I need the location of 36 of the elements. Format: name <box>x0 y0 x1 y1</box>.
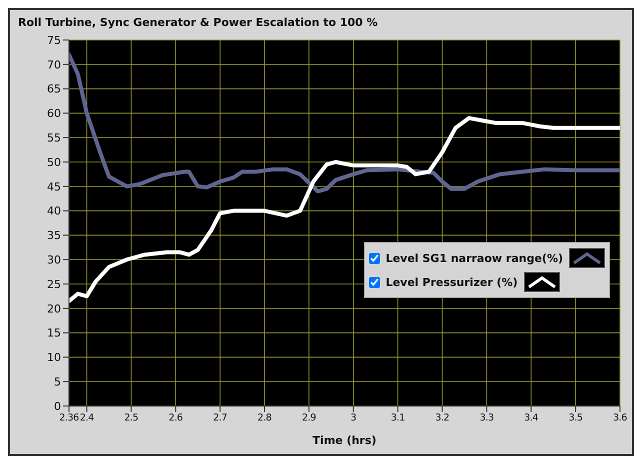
y-tick-label: 20 <box>47 302 61 316</box>
legend-label: Level SG1 narraow range(%) <box>386 252 563 264</box>
x-tick-label: 3.4 <box>524 412 538 424</box>
y-tick-label: 5 <box>54 376 61 389</box>
y-tick-label: 10 <box>47 351 61 364</box>
x-axis-title: Time (hrs) <box>312 434 376 447</box>
y-tick-label: 65 <box>47 82 61 96</box>
x-tick-label: 3 <box>350 412 357 424</box>
x-tick-label: 2.9 <box>302 412 316 424</box>
x-tick-label: 2.8 <box>258 412 272 424</box>
x-tick-label: 2.7 <box>213 412 228 424</box>
y-tick-label: 70 <box>47 58 61 72</box>
line-series <box>69 116 620 304</box>
x-tick-label: 2.6 <box>168 412 183 424</box>
x-tick-label: 3.2 <box>435 412 450 424</box>
y-tick-label: 75 <box>47 34 61 47</box>
y-tick-label: 55 <box>47 132 61 145</box>
y-tick-label: 50 <box>47 156 61 169</box>
x-tick-label: 3.3 <box>480 412 494 424</box>
x-tick-label: 2.4 <box>80 412 94 424</box>
legend-label: Level Pressurizer (%) <box>386 276 518 288</box>
x-tick-label: 3.6 <box>613 412 628 424</box>
x-tick-label: 2.36 <box>59 412 80 424</box>
y-tick-label: 25 <box>47 278 61 291</box>
y-tick-label: 0 <box>54 400 61 413</box>
y-tick-label: 35 <box>47 229 61 242</box>
x-tick-label: 2.5 <box>124 412 139 424</box>
y-tick-label: 60 <box>47 107 61 120</box>
y-tick-label: 30 <box>47 254 61 267</box>
chart-title: Roll Turbine, Sync Generator & Power Escalation to 100 % <box>18 16 378 29</box>
y-tick-label: 15 <box>47 326 61 340</box>
y-tick-label: 40 <box>47 204 61 218</box>
x-tick-label: 3.1 <box>390 412 406 424</box>
x-tick-label: 3.5 <box>568 412 583 424</box>
line-series <box>69 52 620 194</box>
y-tick-label: 45 <box>47 180 61 194</box>
